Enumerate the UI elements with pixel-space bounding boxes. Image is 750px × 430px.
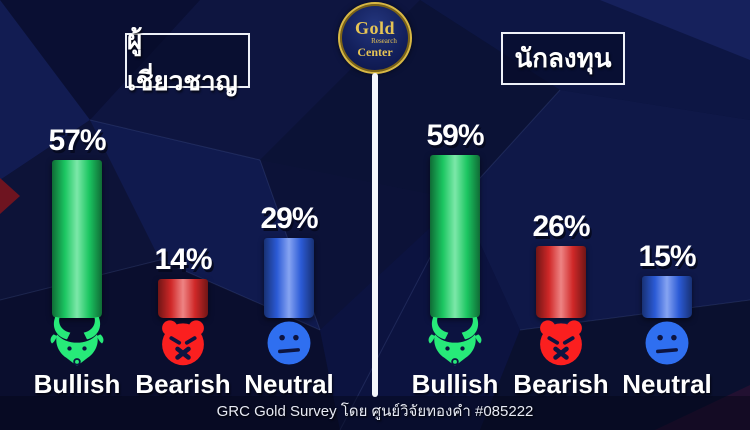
expert-neutral-column: 29% Neutral (236, 130, 342, 399)
logo-word-center: Center (357, 44, 393, 59)
sentiment-label: Bearish (513, 369, 609, 399)
bar-value-label: 15% (638, 240, 696, 273)
expert-bullish-column: 57% Bullish (24, 124, 130, 399)
expert-chart-group: 57% Bullish 14% (24, 124, 342, 399)
expert-bearish-column: 14% Bearish (130, 130, 236, 399)
expert-title-label: ผู้เชี่ยวชาญ (127, 24, 238, 96)
neutral-face-icon (266, 320, 312, 366)
bearish-bar (158, 279, 208, 318)
bar-value-label: 59% (426, 119, 484, 152)
bullish-bar (52, 160, 102, 318)
sentiment-label: Neutral (622, 369, 712, 399)
logo-word-gold: Gold (354, 17, 395, 38)
investor-title-box: นักลงทุน (501, 32, 625, 85)
neutral-bar (642, 276, 692, 318)
bar-value-label: 14% (154, 243, 212, 276)
expert-title-box: ผู้เชี่ยวชาญ (125, 25, 250, 96)
neutral-bar (264, 238, 314, 318)
investor-bearish-column: 26% Bearish (508, 130, 614, 399)
sentiment-label: Neutral (244, 369, 334, 399)
vertical-divider (372, 73, 378, 397)
investor-bullish-column: 59% Bullish (402, 119, 508, 399)
bear-icon (158, 318, 208, 366)
bullish-bar (430, 155, 480, 318)
sentiment-label: Bullish (33, 369, 121, 399)
bar-value-label: 26% (532, 210, 590, 243)
sentiment-label: Bullish (411, 369, 499, 399)
bar-value-label: 29% (260, 202, 318, 235)
footer-caption: GRC Gold Survey โดย ศูนย์วิจัยทองคำ #085… (216, 403, 534, 420)
logo-word-research: Research (371, 36, 397, 45)
bear-icon (536, 318, 586, 366)
investor-title-label: นักลงทุน (514, 43, 612, 73)
bull-icon (46, 316, 108, 366)
investor-neutral-column: 15% Neutral (614, 130, 720, 399)
bar-value-label: 57% (48, 124, 106, 157)
bull-icon (424, 316, 486, 366)
investor-chart-group: 59% Bullish 26% (402, 119, 722, 399)
gold-research-center-logo: Gold Research Center (338, 2, 412, 74)
sentiment-label: Bearish (135, 369, 231, 399)
bearish-bar (536, 246, 586, 318)
neutral-face-icon (644, 320, 690, 366)
